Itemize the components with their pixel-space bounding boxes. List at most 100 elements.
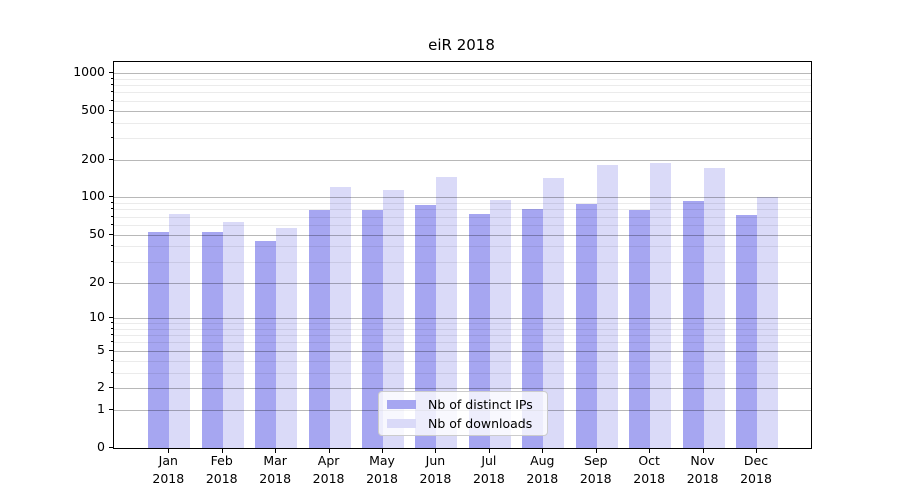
legend-item-distinct-ips: Nb of distinct IPs (385, 397, 541, 412)
x-tick-label: Mar 2018 (240, 452, 310, 488)
y-tick-label: 50 (89, 225, 105, 241)
y-tick-mark-minor (111, 84, 114, 86)
y-tick-mark-minor (111, 77, 114, 79)
y-tick-mark-minor (111, 341, 114, 343)
x-tick-month: Aug (530, 453, 555, 468)
x-tick-month: May (369, 453, 395, 468)
bar-downloads (169, 213, 191, 448)
y-tick-mark-minor (111, 223, 114, 225)
y-tick-mark-minor (111, 371, 114, 373)
bar-downloads (383, 189, 405, 448)
x-tick-month: Feb (210, 453, 233, 468)
x-tick-month: Sep (583, 453, 608, 468)
x-tick-year: 2018 (312, 471, 345, 486)
y-tick-mark-minor (111, 137, 114, 139)
x-tick-month: Nov (690, 453, 715, 468)
bar-downloads (596, 164, 618, 448)
y-tick-mark (109, 316, 114, 318)
gridline-major (114, 160, 811, 162)
y-tick-mark (109, 233, 114, 235)
y-tick-label: 2 (97, 379, 105, 395)
y-tick-mark-minor (111, 260, 114, 262)
bar-downloads (222, 222, 244, 448)
y-tick-mark-minor (111, 215, 114, 217)
gridline-major (114, 72, 811, 74)
y-tick-mark (109, 196, 114, 198)
x-tick-month: Mar (263, 453, 287, 468)
gridline-minor (114, 122, 811, 124)
x-tick-mark (595, 448, 597, 453)
bar-distinct-ips (468, 214, 490, 448)
bar-downloads (329, 187, 351, 448)
bar-downloads (489, 199, 511, 448)
y-tick-mark (109, 387, 114, 389)
x-tick-label: Jul 2018 (454, 452, 524, 488)
x-tick-mark (435, 448, 437, 453)
x-tick-month: Apr (317, 453, 340, 468)
y-tick-mark (109, 159, 114, 161)
legend-item-downloads: Nb of downloads (385, 416, 541, 431)
x-tick-month: Jun (425, 453, 446, 468)
gridline-minor (114, 92, 811, 94)
x-tick-mark (221, 448, 223, 453)
gridline-minor (114, 261, 811, 263)
legend-label: Nb of downloads (428, 415, 533, 431)
gridline-minor (114, 246, 811, 248)
y-tick-mark-minor (111, 322, 114, 323)
y-tick-label: 500 (81, 101, 105, 117)
y-tick-mark-minor (111, 359, 114, 361)
x-tick-month: Oct (638, 453, 660, 468)
x-tick-mark (328, 448, 330, 453)
bar-distinct-ips (736, 215, 758, 448)
chart-title: eiR 2018 (428, 36, 495, 54)
legend-swatch (387, 418, 416, 428)
gridline-minor (114, 372, 811, 374)
gridline-minor (114, 360, 811, 362)
x-tick-year: 2018 (419, 471, 452, 486)
x-tick-label: Dec 2018 (721, 452, 791, 488)
y-tick-mark-minor (111, 245, 114, 247)
bar-distinct-ips (201, 232, 223, 448)
gridline-major (114, 110, 811, 112)
y-tick-mark-minor (111, 91, 114, 93)
gridline-minor (114, 138, 811, 140)
bar-distinct-ips (148, 232, 170, 448)
x-tick-mark (488, 448, 490, 453)
x-tick-label: Jun 2018 (400, 452, 470, 488)
y-tick-mark-minor (111, 327, 114, 329)
x-tick-label: Feb 2018 (187, 452, 257, 488)
x-tick-month: Jul (481, 453, 497, 468)
x-tick-label: Nov 2018 (668, 452, 738, 488)
bar-downloads (543, 177, 565, 448)
bar-distinct-ips (255, 241, 277, 448)
bar-distinct-ips (682, 201, 704, 448)
y-tick-label: 20 (89, 273, 105, 289)
y-tick-label: 1000 (73, 63, 105, 79)
x-tick-year: 2018 (633, 471, 666, 486)
bar-downloads (436, 176, 458, 448)
x-tick-mark (168, 448, 170, 453)
legend-label: Nb of distinct IPs (428, 396, 533, 412)
y-tick-mark (109, 281, 114, 283)
x-tick-mark (649, 448, 651, 453)
gridline-minor (114, 209, 811, 211)
x-tick-year: 2018 (579, 471, 612, 486)
bar-downloads (757, 197, 779, 448)
y-tick-mark-minor (111, 334, 114, 336)
gridline-minor (114, 78, 811, 80)
x-tick-mark (756, 448, 758, 453)
x-tick-label: Sep 2018 (561, 452, 631, 488)
bar-distinct-ips (362, 210, 384, 448)
gridline-major (114, 388, 811, 390)
y-tick-label: 5 (97, 341, 105, 357)
x-tick-mark (275, 448, 277, 453)
bar-downloads (276, 227, 298, 448)
gridline-major (114, 317, 811, 319)
y-tick-mark (109, 71, 114, 73)
x-tick-month: Jan (158, 453, 178, 468)
x-tick-label: May 2018 (347, 452, 417, 488)
gridline-minor (114, 203, 811, 205)
gridline-minor (114, 216, 811, 218)
y-tick-mark (109, 447, 114, 448)
